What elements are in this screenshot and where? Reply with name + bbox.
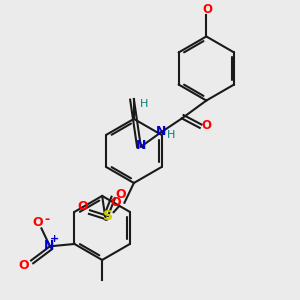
Text: O: O xyxy=(116,188,126,201)
Text: O: O xyxy=(78,200,88,213)
Text: N: N xyxy=(155,125,166,138)
Text: +: + xyxy=(50,234,59,244)
Text: O: O xyxy=(203,3,213,16)
Text: S: S xyxy=(103,209,113,223)
Text: H: H xyxy=(140,99,148,109)
Text: O: O xyxy=(19,259,29,272)
Text: N: N xyxy=(44,239,54,252)
Text: N: N xyxy=(136,139,146,152)
Text: O: O xyxy=(111,196,121,209)
Text: O: O xyxy=(32,216,43,229)
Text: H: H xyxy=(167,130,175,140)
Text: O: O xyxy=(202,119,212,132)
Text: -: - xyxy=(44,213,50,226)
